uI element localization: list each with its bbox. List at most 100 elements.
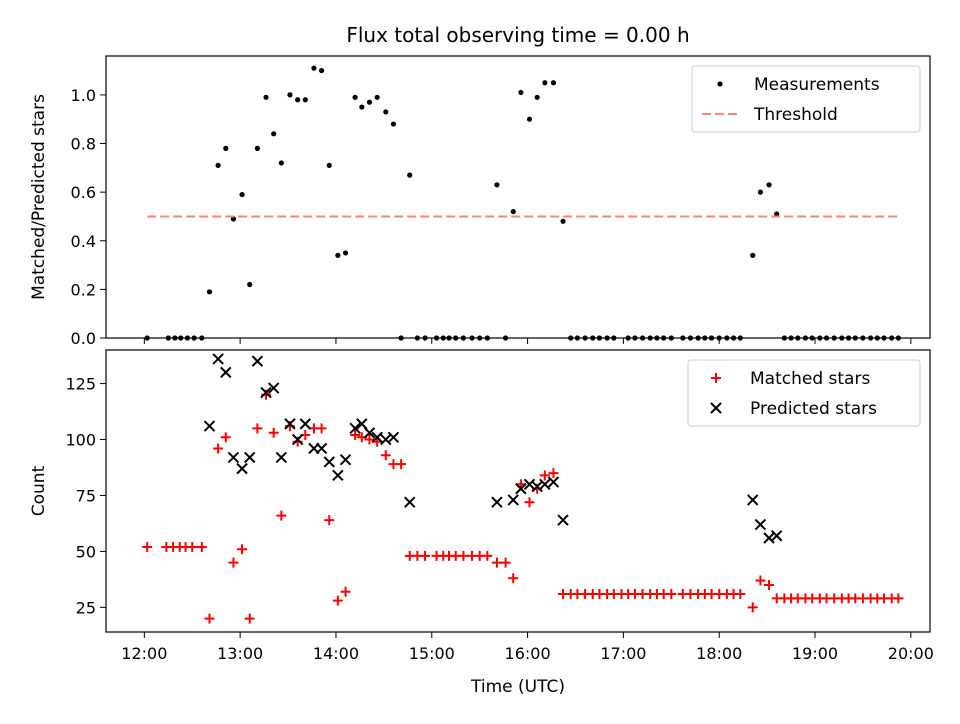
data-point [632,335,638,341]
data-point [716,335,722,341]
data-point [247,281,253,288]
x-tick-label: 18:00 [696,644,742,663]
data-point [178,335,184,341]
axes-frame [105,55,931,339]
data-point [287,92,293,98]
data-point [284,418,296,430]
data-point [484,335,490,341]
data-point [212,353,224,365]
data-point [291,433,304,446]
y-tick-label: 75 [76,486,96,505]
x-tick-label: 14:00 [313,644,359,663]
data-point [604,335,610,341]
data-point [237,544,248,555]
data-point [380,450,391,461]
data-point [196,541,207,552]
data-point [482,550,493,561]
data-point [206,289,213,295]
data-point [611,335,617,341]
data-point [398,335,404,341]
data-point [750,252,756,258]
data-point [252,423,263,434]
data-point [507,494,519,506]
x-tick-label: 19:00 [792,644,838,663]
data-point [557,514,569,526]
data-point [278,160,284,166]
data-point [550,80,557,86]
data-point [502,335,509,341]
y-tick-label: 0.2 [71,280,96,299]
data-point [230,216,237,222]
data-point [508,573,519,584]
data-point [215,162,221,168]
data-point [213,443,224,454]
data-point [275,451,288,464]
data-point [893,593,904,604]
data-point [795,335,801,341]
data-point [823,335,830,341]
data-point [340,586,351,597]
top-panel: 0.0 0.2 0.4 0.6 0.8 1.0 Matched/Predicted star… [29,55,931,348]
data-point [860,335,866,341]
data-point [254,145,260,151]
data-point [332,469,344,482]
bottom-panel: 25 50 75 100 125 12:00 13:00 14:00 15:00 16:00 17:… [29,349,934,697]
data-point [494,182,500,188]
x-tick-label: 13:00 [217,644,263,663]
y-tick-label: 0.6 [71,183,96,202]
data-point [747,494,759,506]
data-point [165,335,171,341]
data-point [668,335,674,341]
legend-marker [717,81,723,87]
data-point [295,97,301,103]
data-point [311,65,317,71]
legend-label: Matched stars [750,369,870,389]
data-point [460,335,466,341]
data-point [453,335,459,341]
data-point [302,97,308,103]
data-point [267,382,280,394]
data-point [339,453,352,466]
legend-label: Measurements [754,75,880,95]
data-point [228,557,239,568]
data-point [547,476,560,488]
data-point [831,335,837,341]
data-point [788,335,794,341]
data-point [271,131,277,137]
data-point [730,335,737,341]
data-point [526,116,533,122]
data-point [239,191,245,198]
y-axis-label: Count [29,465,49,516]
data-point [695,335,701,341]
data-point [203,420,216,432]
legend-label: Predicted stars [750,399,877,419]
data-point [184,335,191,341]
data-point [220,432,231,443]
data-point [524,497,535,508]
data-point [687,335,694,341]
data-point [735,588,746,599]
data-point [515,483,527,495]
data-point [708,335,715,341]
data-point [661,335,667,341]
data-point [702,335,708,341]
data-point [874,335,880,341]
data-point [326,162,332,168]
data-point [227,451,240,464]
y-tick-label: 25 [76,598,96,617]
data-point [747,602,758,613]
y-axis-label: Matched/Predicted stars [29,94,49,300]
data-point [666,588,677,599]
data-point [491,557,502,568]
data-point [491,496,503,508]
data-point [144,335,150,341]
data-point [407,172,413,178]
data-point [349,422,361,435]
legend-marker [711,373,721,383]
data-point [754,518,767,531]
data-point [574,335,581,341]
data-point [363,427,376,439]
data-point [374,94,380,100]
data-point [845,335,852,341]
